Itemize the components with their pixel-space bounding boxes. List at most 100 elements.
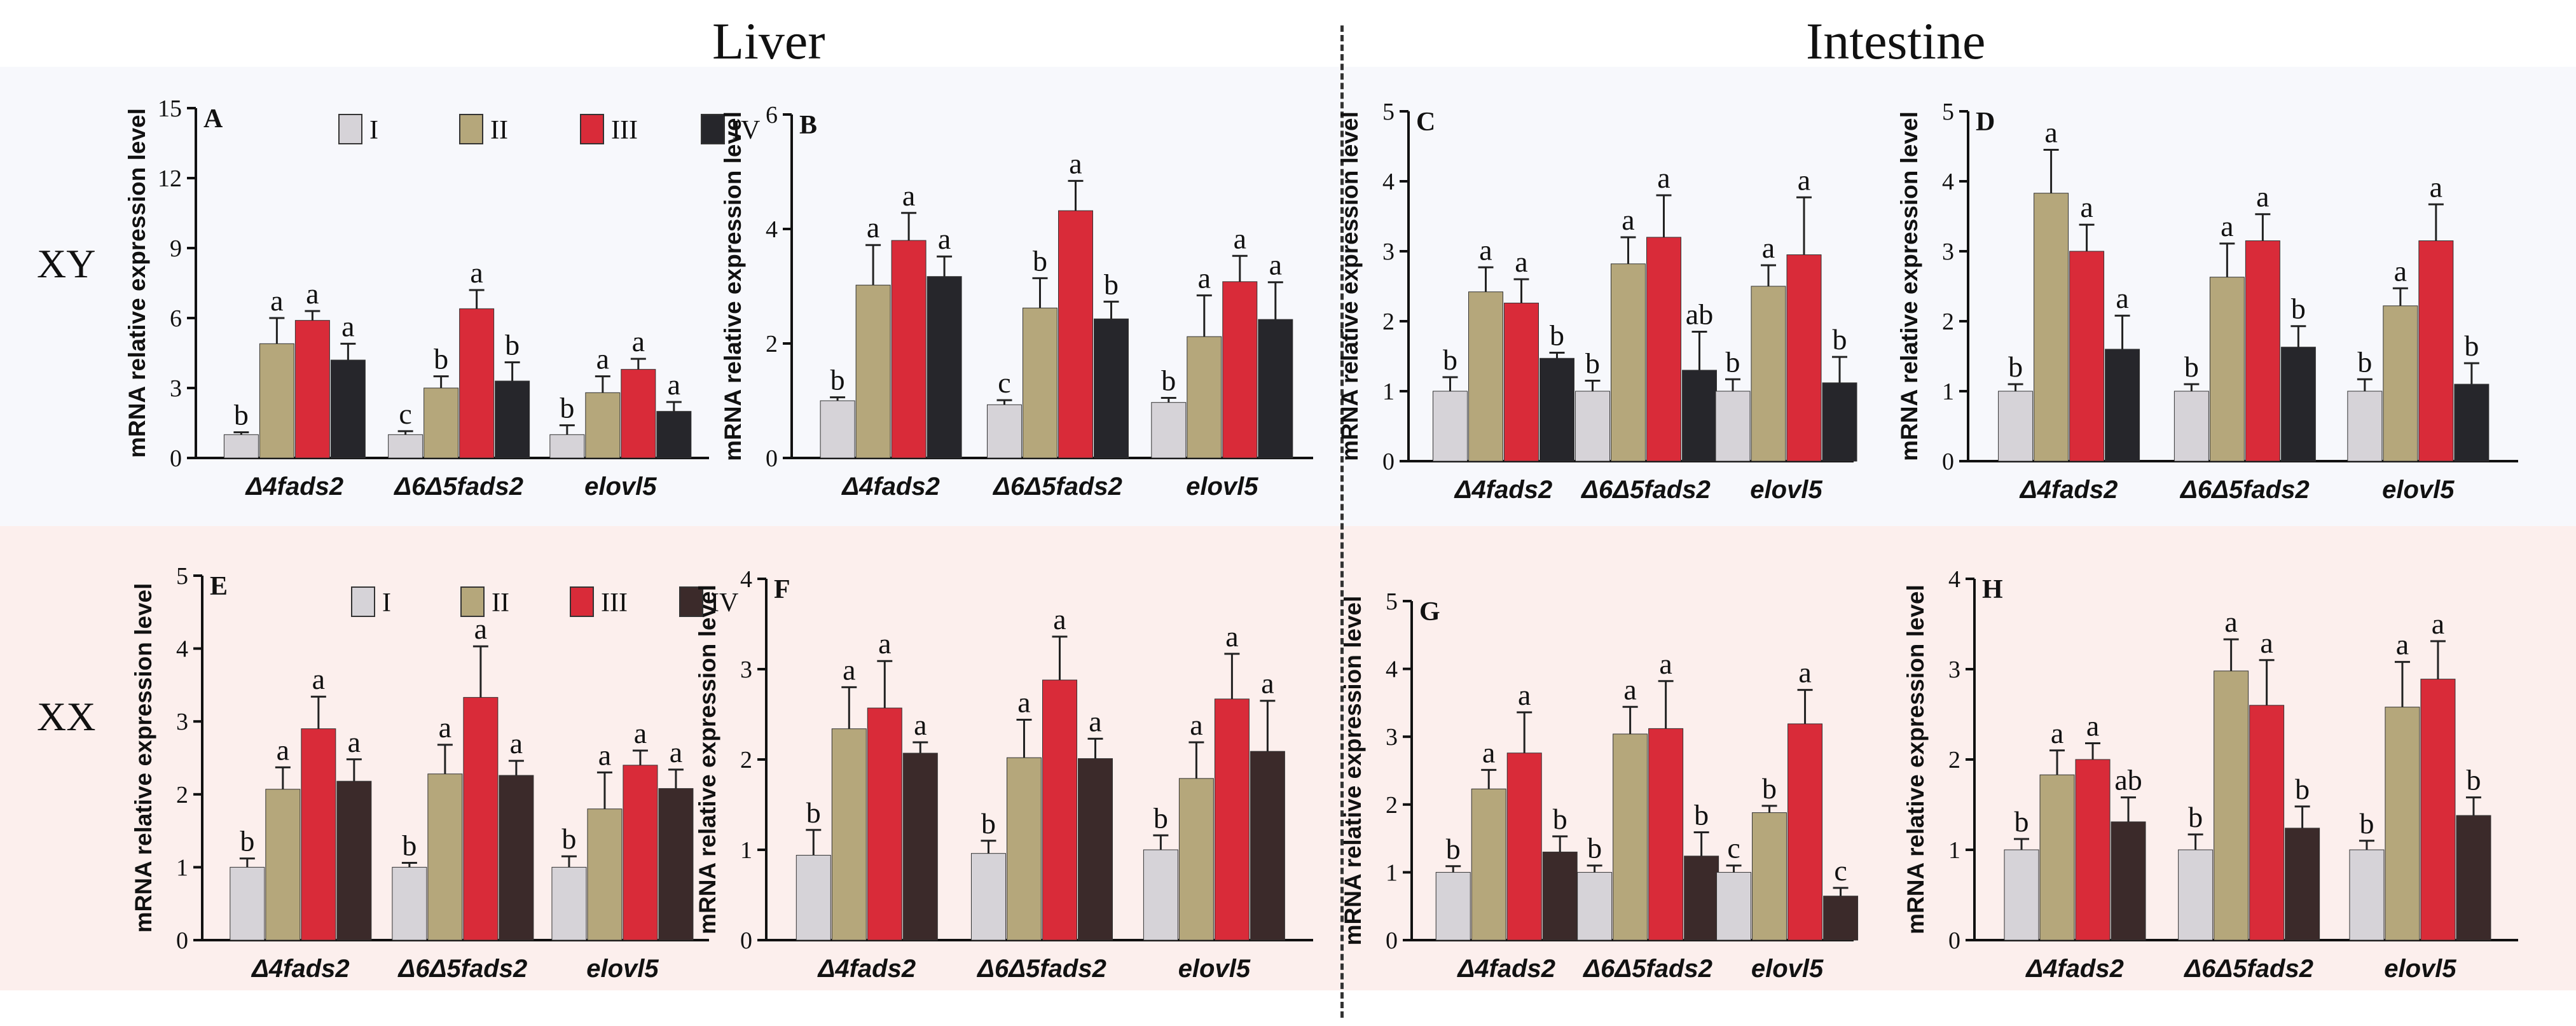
- panel-a-y-axis-title: mRNA relative expression level: [124, 108, 150, 458]
- panel-b-significance-letter: a: [1269, 249, 1282, 281]
- panel-d-y-tick-label: 1: [1942, 378, 1954, 405]
- panel-a-bar: [294, 320, 330, 459]
- panel-b-bar: [1222, 281, 1258, 459]
- panel-a-bar: [495, 380, 530, 459]
- panel-f-bar: [831, 728, 867, 941]
- panel-c-bar: [1433, 391, 1468, 462]
- panel-c-significance-letter: a: [1798, 163, 1810, 196]
- panel-c-significance-letter: a: [1762, 232, 1775, 264]
- panel-e-legend-label: III: [601, 588, 628, 618]
- panel-h-category-label: Δ6Δ5fads2: [2183, 955, 2313, 983]
- panel-h-significance-letter: ab: [2114, 764, 2142, 796]
- panel-e-significance-letter: a: [348, 726, 361, 758]
- panel-h-bar: [2456, 815, 2491, 941]
- panel-e-significance-letter: a: [598, 738, 611, 771]
- panel-h-significance-letter: b: [2188, 801, 2203, 833]
- panel-c-category-label: Δ6Δ5fads2: [1580, 476, 1711, 504]
- panel-a-bar: [388, 434, 424, 459]
- panel-g-significance-letter: a: [1482, 736, 1495, 768]
- panel-d-significance-letter: a: [2394, 254, 2407, 287]
- panel-h-bar: [2349, 849, 2385, 941]
- panel-h-significance-letter: a: [2086, 709, 2099, 742]
- panel-d-significance-letter: b: [2464, 329, 2479, 362]
- panel-b-significance-letter: a: [938, 223, 951, 255]
- panel-a-bar: [259, 343, 294, 459]
- panel-f-category-label: elovl5: [1178, 955, 1251, 983]
- panel-b-y-axis-title: mRNA relative expression level: [720, 111, 746, 461]
- panel-e-bar: [658, 788, 694, 941]
- panel-b-bar: [891, 240, 926, 459]
- panel-f-significance-letter: a: [878, 627, 891, 660]
- panel-e-bar: [301, 728, 336, 941]
- panel-e-y-axis-title: mRNA relative expression level: [130, 583, 156, 933]
- panel-c-bar: [1468, 291, 1503, 462]
- panel-e-significance-letter: a: [510, 727, 523, 759]
- panel-b-y-tick-label: 6: [766, 102, 778, 128]
- panel-d-bar: [2418, 240, 2454, 462]
- panel-a-y-tick-label: 0: [170, 445, 182, 472]
- panel-h-bar: [2285, 828, 2320, 941]
- panel-g-significance-letter: b: [1553, 803, 1567, 835]
- panel-c-bar: [1504, 302, 1539, 462]
- panel-g-bar: [1542, 851, 1578, 941]
- panel-d-significance-letter: a: [2256, 181, 2269, 213]
- panel-d-y-tick-label: 3: [1942, 239, 1954, 265]
- panel-a-letter: A: [203, 104, 223, 134]
- panel-f-y-tick-label: 1: [740, 837, 752, 864]
- panel-a-significance-letter: a: [270, 284, 283, 317]
- panel-c-y-tick-label: 4: [1382, 169, 1395, 195]
- panel-c-bar: [1786, 254, 1822, 462]
- panel-g-significance-letter: a: [1659, 648, 1672, 680]
- panel-b-significance-letter: c: [998, 366, 1010, 399]
- panel-a-bar: [585, 392, 621, 459]
- panel-h-y-tick-label: 1: [1948, 837, 1960, 864]
- panel-e-significance-letter: b: [402, 829, 417, 862]
- panel-f-y-tick-label: 4: [740, 566, 752, 593]
- panel-a-significance-letter: b: [234, 399, 249, 431]
- panel-c-significance-letter: b: [1833, 323, 1847, 356]
- panel-f-significance-letter: a: [1190, 709, 1202, 741]
- panel-c-significance-letter: b: [1726, 345, 1740, 378]
- panel-f-bar: [1178, 778, 1214, 941]
- panel-a-bar: [459, 308, 495, 459]
- panel-h-bar: [2039, 774, 2075, 941]
- panel-h-letter: H: [1982, 575, 2003, 604]
- panel-a-significance-letter: a: [470, 256, 483, 289]
- panel-c-significance-letter: b: [1443, 343, 1457, 376]
- panel-g-bar: [1471, 788, 1506, 941]
- panel-b-significance-letter: b: [830, 364, 845, 396]
- panel-b-bar: [1094, 318, 1129, 459]
- panel-d-bar: [2173, 391, 2209, 462]
- panel-d-bar: [2209, 277, 2245, 462]
- panel-g-y-tick-label: 3: [1386, 724, 1398, 751]
- panel-c-y-tick-label: 1: [1382, 378, 1395, 405]
- panel-d-category-label: elovl5: [2382, 476, 2455, 504]
- panel-b-bar: [1187, 336, 1222, 459]
- panel-c-y-tick-label: 3: [1382, 239, 1395, 265]
- panel-e-significance-letter: a: [670, 736, 682, 768]
- panel-h-significance-letter: a: [2051, 717, 2063, 749]
- panel-b-category-label: Δ6Δ5fads2: [992, 473, 1122, 501]
- panel-e-category-label: elovl5: [586, 955, 659, 983]
- panel-c-letter: C: [1416, 107, 1435, 137]
- panel-f-significance-letter: b: [806, 796, 821, 829]
- panel-c-bar: [1751, 286, 1786, 462]
- panel-h-y-axis-title: mRNA relative expression level: [1903, 585, 1929, 934]
- panel-h-significance-letter: b: [2015, 805, 2029, 838]
- panel-f-bar: [902, 752, 938, 941]
- panel-d-bar: [2105, 349, 2140, 462]
- panel-f-significance-letter: a: [1225, 620, 1238, 653]
- panel-g-bar: [1716, 871, 1752, 941]
- panel-e-legend-label: IV: [710, 588, 738, 618]
- panel-a-significance-letter: a: [632, 325, 645, 357]
- panel-d-significance-letter: a: [2044, 116, 2057, 149]
- panel-a-y-tick-label: 15: [158, 95, 182, 122]
- panel-f-bar: [796, 855, 831, 941]
- panel-c-y-tick-label: 0: [1382, 448, 1395, 475]
- panel-b-y-tick-label: 2: [766, 331, 778, 357]
- panel-d-bar: [2034, 193, 2069, 462]
- panel-f-bar: [971, 853, 1006, 941]
- panel-e-legend-label: II: [492, 588, 509, 618]
- panel-g-bar: [1648, 728, 1684, 941]
- panel-e-y-tick-label: 3: [176, 709, 188, 735]
